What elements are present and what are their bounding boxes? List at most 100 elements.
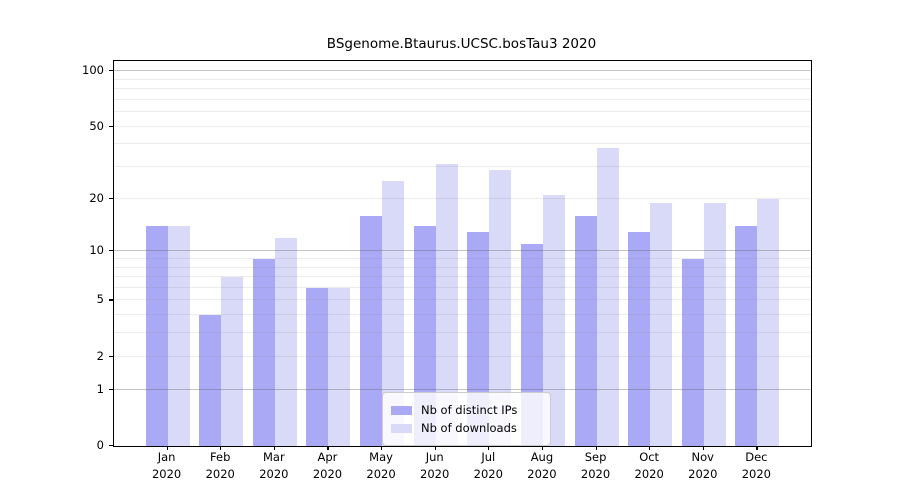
x-tick-year: 2020 [259, 466, 289, 481]
major-gridline [114, 69, 811, 72]
x-tick-month: May [369, 450, 393, 464]
legend-entry-downloads: Nb of downloads [391, 420, 541, 436]
x-tick-mark [756, 446, 758, 450]
x-tick-mark [541, 446, 544, 450]
y-tick-label: 100 [82, 63, 104, 78]
x-tick-label-may: May 2020 [351, 449, 411, 482]
bar-sep-distinct-ips [574, 215, 597, 446]
chart-title: BSgenome.Btaurus.UCSC.bosTau3 2020 [326, 36, 597, 52]
bar-jul-downloads [489, 169, 512, 446]
bar-may-downloads [382, 181, 405, 446]
y-tick-mark [109, 70, 113, 72]
bar-feb-downloads [221, 277, 244, 446]
bar-nov-downloads [703, 202, 726, 446]
y-tick-label: 5 [96, 292, 104, 307]
x-tick-month: Nov [691, 450, 714, 464]
x-tick-mark [273, 446, 276, 450]
minor-gridline [114, 78, 811, 80]
x-tick-month: Jul [481, 450, 496, 464]
x-tick-month: Dec [745, 450, 768, 464]
bar-may-distinct-ips [360, 215, 383, 446]
x-tick-mark [220, 446, 222, 450]
x-tick-month: Oct [639, 450, 660, 464]
x-tick-month: Feb [210, 450, 231, 464]
minor-gridline [114, 197, 811, 199]
bar-oct-downloads [650, 202, 673, 446]
x-tick-label-oct: Oct 2020 [619, 449, 679, 482]
bar-apr-distinct-ips [306, 287, 329, 446]
minor-gridline [114, 98, 811, 100]
x-tick-year: 2020 [366, 466, 396, 481]
y-tick-label: 10 [89, 243, 104, 258]
bar-dec-distinct-ips [735, 226, 758, 446]
y-tick-label: 1 [96, 381, 104, 396]
bar-oct-distinct-ips [628, 231, 651, 446]
x-tick-year: 2020 [473, 466, 503, 481]
x-tick-year: 2020 [527, 466, 557, 481]
x-tick-label-apr: Apr 2020 [297, 449, 357, 482]
x-tick-month: Aug [530, 450, 554, 464]
x-tick-label-jul: Jul 2020 [458, 449, 518, 482]
x-tick-label-jun: Jun 2020 [405, 449, 465, 482]
x-tick-year: 2020 [688, 466, 718, 481]
legend-entry-distinct-ips: Nb of distinct IPs [391, 402, 541, 418]
y-tick-label: 2 [96, 348, 104, 363]
legend: Nb of distinct IPs Nb of downloads [382, 392, 551, 446]
x-tick-year: 2020 [312, 466, 343, 481]
y-tick-mark [109, 355, 113, 357]
bar-jan-distinct-ips [145, 226, 168, 446]
legend-swatch-downloads [391, 423, 412, 433]
x-tick-label-sep: Sep 2020 [566, 449, 626, 482]
legend-label-downloads: Nb of downloads [421, 421, 517, 435]
x-tick-month: Apr [317, 450, 338, 464]
x-tick-mark [488, 446, 490, 450]
plot-area: Nb of distinct IPs Nb of downloads [113, 60, 812, 447]
x-tick-label-feb: Feb 2020 [190, 449, 250, 482]
y-tick-label: 0 [96, 438, 104, 452]
legend-label-distinct-ips: Nb of distinct IPs [421, 403, 518, 417]
x-tick-mark [166, 446, 168, 450]
x-tick-label-nov: Nov 2020 [673, 449, 733, 482]
x-tick-year: 2020 [741, 466, 772, 481]
x-tick-year: 2020 [151, 466, 182, 481]
minor-gridline [114, 125, 811, 127]
y-tick-label: 50 [89, 118, 104, 133]
bar-sep-downloads [596, 148, 619, 446]
legend-swatch-distinct-ips [391, 405, 412, 415]
x-tick-label-mar: Mar 2020 [244, 449, 304, 482]
y-tick-mark [109, 299, 113, 301]
bar-mar-distinct-ips [252, 258, 275, 446]
bar-jun-distinct-ips [413, 226, 436, 446]
bar-aug-downloads [542, 194, 565, 446]
x-tick-year: 2020 [634, 466, 664, 481]
y-tick-label: 20 [89, 190, 104, 205]
x-tick-label-jan: Jan 2020 [137, 449, 197, 482]
minor-gridline [114, 166, 811, 168]
x-tick-month: Jun [425, 450, 444, 464]
x-tick-label-dec: Dec 2020 [726, 449, 786, 482]
minor-gridline [114, 111, 811, 113]
x-tick-mark [649, 446, 651, 450]
bar-mar-downloads [274, 237, 297, 446]
y-tick-mark [109, 388, 113, 390]
y-tick-mark [109, 445, 113, 447]
bar-nov-distinct-ips [681, 258, 704, 446]
x-tick-label-aug: Aug 2020 [512, 449, 572, 482]
bar-jan-downloads [167, 226, 190, 446]
x-tick-month: Mar [262, 450, 285, 464]
x-tick-mark [702, 446, 704, 450]
y-tick-mark [109, 125, 113, 127]
bar-apr-downloads [328, 287, 351, 446]
x-tick-mark [595, 446, 597, 450]
bar-feb-distinct-ips [199, 315, 222, 446]
x-tick-mark [434, 446, 436, 450]
x-tick-mark [327, 446, 329, 450]
bar-jun-downloads [435, 164, 458, 446]
x-tick-year: 2020 [205, 466, 235, 481]
y-tick-mark [109, 197, 113, 199]
x-tick-month: Sep [584, 450, 607, 464]
y-tick-mark [109, 250, 113, 252]
x-tick-year: 2020 [580, 466, 611, 481]
x-tick-mark [381, 446, 383, 450]
